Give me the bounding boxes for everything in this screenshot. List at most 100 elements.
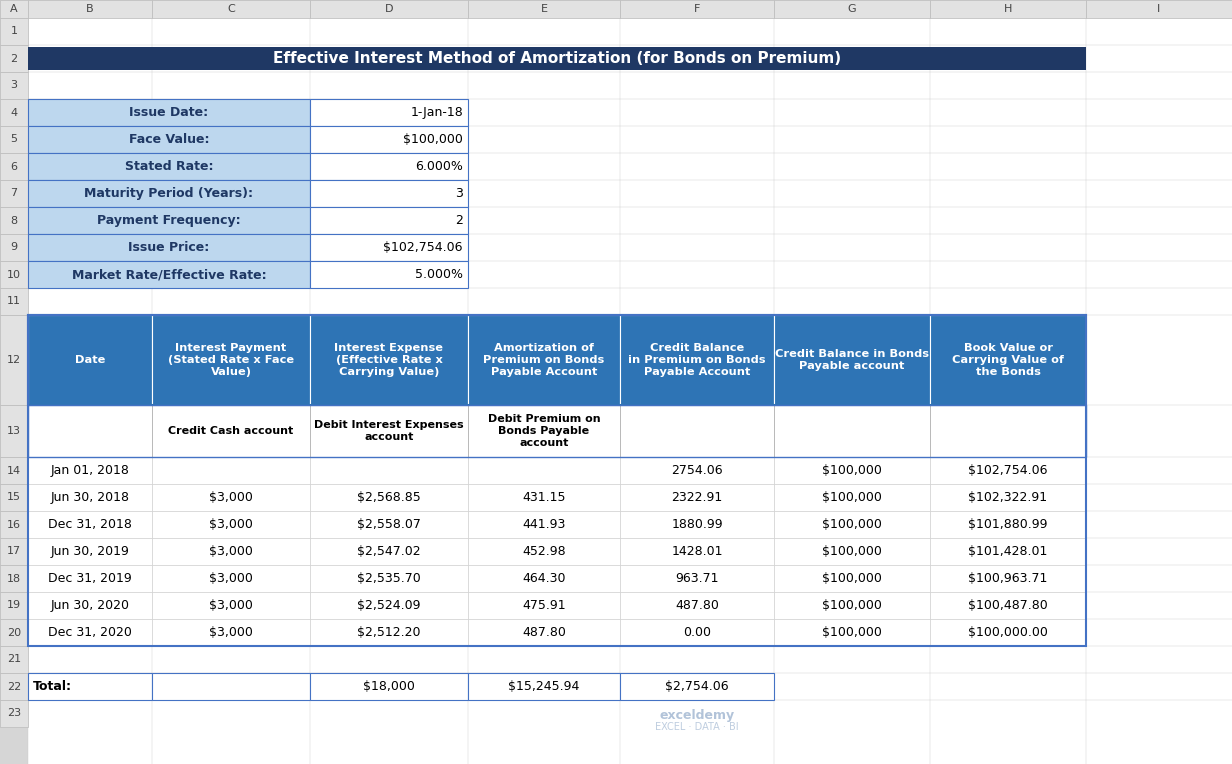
- Text: 23: 23: [7, 708, 21, 718]
- Bar: [0, 700, 28, 727]
- Text: $100,000: $100,000: [822, 626, 882, 639]
- Text: 18: 18: [7, 574, 21, 584]
- Bar: [620, 315, 774, 405]
- Text: 3: 3: [455, 187, 463, 200]
- Bar: [28, 673, 152, 700]
- Text: 1: 1: [11, 27, 17, 37]
- Bar: [0, 592, 28, 619]
- Text: 11: 11: [7, 296, 21, 306]
- Bar: [468, 405, 620, 457]
- Bar: [28, 315, 1085, 405]
- Text: $2,535.70: $2,535.70: [357, 572, 421, 585]
- Bar: [152, 405, 310, 457]
- Bar: [468, 457, 620, 484]
- Text: Issue Date:: Issue Date:: [129, 106, 208, 119]
- Bar: [930, 619, 1085, 646]
- Text: Interest Expense
(Effective Rate x
Carrying Value): Interest Expense (Effective Rate x Carry…: [335, 342, 444, 377]
- Text: 12: 12: [7, 355, 21, 365]
- Bar: [620, 619, 774, 646]
- Text: $100,000: $100,000: [822, 491, 882, 504]
- Text: 2: 2: [455, 214, 463, 227]
- Text: Interest Payment
(Stated Rate x Face
Value): Interest Payment (Stated Rate x Face Val…: [168, 342, 294, 377]
- Bar: [930, 484, 1085, 511]
- Bar: [28, 180, 310, 207]
- Bar: [0, 72, 28, 99]
- Bar: [310, 457, 468, 484]
- Bar: [620, 565, 774, 592]
- Text: E: E: [541, 4, 547, 14]
- Text: Debit Interest Expenses
account: Debit Interest Expenses account: [314, 419, 463, 442]
- Text: $2,568.85: $2,568.85: [357, 491, 421, 504]
- Bar: [0, 619, 28, 646]
- Text: 21: 21: [7, 655, 21, 665]
- Text: 487.80: 487.80: [522, 626, 565, 639]
- Text: Face Value:: Face Value:: [129, 133, 209, 146]
- Bar: [774, 619, 930, 646]
- Bar: [468, 484, 620, 511]
- Bar: [930, 457, 1085, 484]
- Bar: [28, 484, 152, 511]
- Text: 6: 6: [11, 161, 17, 171]
- Text: 452.98: 452.98: [522, 545, 565, 558]
- Bar: [28, 0, 152, 18]
- Bar: [152, 619, 310, 646]
- Bar: [620, 511, 774, 538]
- Bar: [0, 153, 28, 180]
- Bar: [930, 565, 1085, 592]
- Text: D: D: [384, 4, 393, 14]
- Bar: [774, 565, 930, 592]
- Bar: [310, 234, 468, 261]
- Bar: [774, 405, 930, 457]
- Text: Stated Rate:: Stated Rate:: [124, 160, 213, 173]
- Bar: [152, 565, 310, 592]
- Text: 20: 20: [7, 627, 21, 637]
- Text: $100,000: $100,000: [822, 518, 882, 531]
- Bar: [1085, 0, 1232, 18]
- Text: Jan 01, 2018: Jan 01, 2018: [51, 464, 129, 477]
- Bar: [310, 0, 468, 18]
- Text: Dec 31, 2019: Dec 31, 2019: [48, 572, 132, 585]
- Text: $100,000: $100,000: [822, 464, 882, 477]
- Text: Credit Balance in Bonds
Payable account: Credit Balance in Bonds Payable account: [775, 349, 929, 371]
- Text: 5: 5: [11, 134, 17, 144]
- Text: Issue Price:: Issue Price:: [128, 241, 209, 254]
- Text: 10: 10: [7, 270, 21, 280]
- Bar: [930, 315, 1085, 405]
- Text: $100,963.71: $100,963.71: [968, 572, 1047, 585]
- Text: Market Rate/Effective Rate:: Market Rate/Effective Rate:: [71, 268, 266, 281]
- Bar: [28, 207, 310, 234]
- Text: Effective Interest Method of Amortization (for Bonds on Premium): Effective Interest Method of Amortizatio…: [274, 51, 841, 66]
- Bar: [0, 180, 28, 207]
- Bar: [774, 592, 930, 619]
- Bar: [620, 457, 774, 484]
- Bar: [310, 126, 468, 153]
- Bar: [620, 592, 774, 619]
- Text: 1-Jan-18: 1-Jan-18: [410, 106, 463, 119]
- Text: $3,000: $3,000: [209, 599, 253, 612]
- Bar: [28, 315, 1085, 646]
- Text: 1880.99: 1880.99: [671, 518, 723, 531]
- Bar: [28, 99, 310, 126]
- Text: H: H: [1004, 4, 1013, 14]
- Bar: [28, 261, 310, 288]
- Bar: [930, 592, 1085, 619]
- Text: 3: 3: [11, 80, 17, 90]
- Bar: [930, 511, 1085, 538]
- Bar: [774, 315, 930, 405]
- Bar: [468, 511, 620, 538]
- Text: Jun 30, 2019: Jun 30, 2019: [51, 545, 129, 558]
- Text: $2,558.07: $2,558.07: [357, 518, 421, 531]
- Bar: [28, 153, 310, 180]
- Bar: [0, 673, 28, 700]
- Text: $101,428.01: $101,428.01: [968, 545, 1047, 558]
- Text: $100,000: $100,000: [822, 599, 882, 612]
- Bar: [0, 484, 28, 511]
- Bar: [310, 153, 468, 180]
- Text: Book Value or
Carrying Value of
the Bonds: Book Value or Carrying Value of the Bond…: [952, 342, 1064, 377]
- Bar: [152, 0, 310, 18]
- Bar: [468, 619, 620, 646]
- Bar: [310, 511, 468, 538]
- Text: exceldemy: exceldemy: [659, 708, 734, 721]
- Text: 8: 8: [10, 215, 17, 225]
- Text: Total:: Total:: [33, 680, 71, 693]
